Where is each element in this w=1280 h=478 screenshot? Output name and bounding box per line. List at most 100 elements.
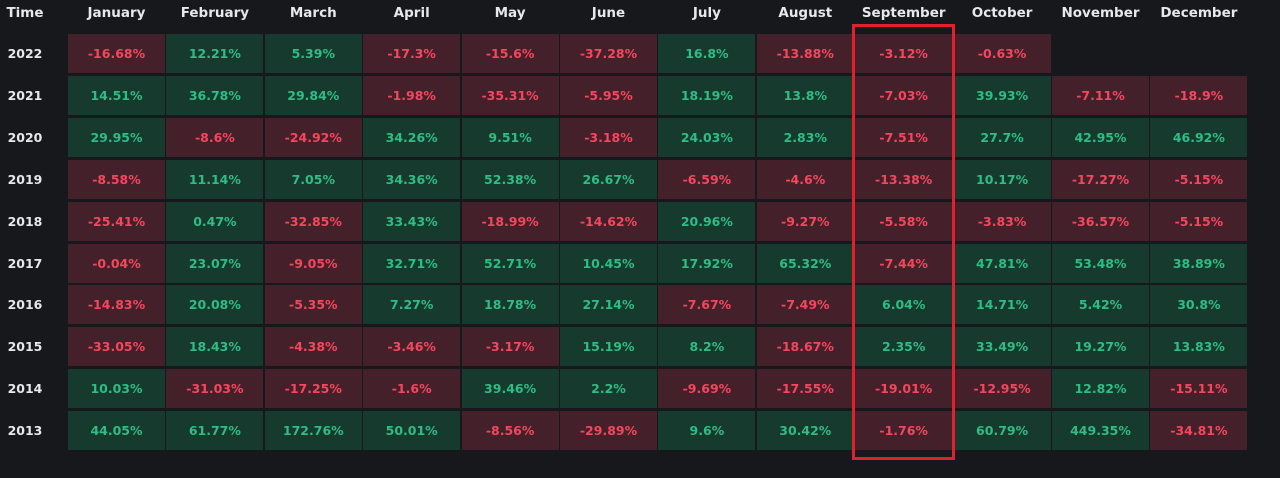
cell-2017-may: 52.71%	[461, 243, 559, 283]
cell-2022-june: -37.28%	[560, 34, 657, 73]
cell-2019-march: 7.05%	[264, 159, 362, 199]
cell-2014-march: -17.25%	[264, 369, 362, 409]
cell-2021-january: 14.51%	[68, 75, 165, 115]
cell-2013-april: 50.01%	[363, 411, 461, 451]
cell-2016-july: -7.67%	[658, 285, 756, 325]
cell-2017-february: 23.07%	[166, 243, 264, 283]
header-july: July	[692, 5, 721, 21]
cell-2020-december: 46.92%	[1150, 117, 1248, 157]
cell-2020-october: 27.7%	[953, 117, 1051, 157]
cell-2013-october: 60.79%	[953, 411, 1051, 451]
cell-2013-february: 61.77%	[166, 411, 264, 451]
cell-2015-october: 33.49%	[953, 327, 1051, 367]
cell-2020-april: 34.26%	[363, 117, 461, 157]
header-june: June	[591, 5, 626, 21]
header-november: November	[1061, 5, 1140, 21]
cell-2022-february: 12.21%	[166, 34, 264, 73]
year-label-2015: 2015	[7, 339, 43, 355]
cell-2022-august: -13.88%	[756, 34, 854, 73]
header-february: February	[180, 5, 250, 21]
cell-2020-march: -24.92%	[264, 117, 362, 157]
year-label-2019: 2019	[7, 171, 43, 187]
cell-2014-may: 39.46%	[461, 369, 559, 409]
cell-2018-april: 33.43%	[363, 201, 461, 241]
cell-2021-october: 39.93%	[953, 75, 1051, 115]
cell-2019-september: -13.38%	[855, 159, 953, 199]
year-label-2014: 2014	[7, 381, 43, 397]
cell-2019-december: -5.15%	[1150, 159, 1248, 199]
cell-2016-may: 18.78%	[461, 285, 559, 325]
cell-2018-october: -3.83%	[953, 201, 1051, 241]
cell-2017-october: 47.81%	[953, 243, 1051, 283]
header-january: January	[87, 5, 146, 21]
cell-2014-august: -17.55%	[756, 369, 854, 409]
header-september: September	[861, 5, 946, 21]
cell-2022-march: 5.39%	[264, 34, 362, 73]
cell-2015-april: -3.46%	[363, 327, 461, 367]
cell-2017-december: 38.89%	[1150, 243, 1248, 283]
cell-2021-july: 18.19%	[658, 75, 756, 115]
cell-2022-october: -0.63%	[953, 34, 1051, 73]
cell-2016-december: 30.8%	[1150, 285, 1248, 325]
year-label-2017: 2017	[7, 255, 43, 271]
cell-2016-october: 14.71%	[953, 285, 1051, 325]
cell-2021-may: -35.31%	[461, 75, 559, 115]
cell-2015-july: 8.2%	[658, 327, 756, 367]
cell-2014-october: -12.95%	[953, 369, 1051, 409]
cell-2015-june: 15.19%	[560, 327, 657, 367]
cell-2020-july: 24.03%	[658, 117, 756, 157]
cell-2014-july: -9.69%	[658, 369, 756, 409]
cell-2014-june: 2.2%	[560, 369, 657, 409]
cell-2019-june: 26.67%	[560, 159, 657, 199]
cell-2021-december: -18.9%	[1150, 75, 1248, 115]
cell-2018-november: -36.57%	[1052, 201, 1149, 241]
cell-2022-january: -16.68%	[68, 34, 165, 73]
cell-2021-june: -5.95%	[560, 75, 657, 115]
cell-2019-april: 34.36%	[363, 159, 461, 199]
cell-2021-november: -7.11%	[1052, 75, 1149, 115]
cell-2020-january: 29.95%	[68, 117, 165, 157]
cell-2013-march: 172.76%	[264, 411, 362, 451]
cell-2015-january: -33.05%	[68, 327, 165, 367]
cell-2019-october: 10.17%	[953, 159, 1051, 199]
cell-2016-february: 20.08%	[166, 285, 264, 325]
cell-2013-december: -34.81%	[1150, 411, 1248, 451]
cell-2022-september: -3.12%	[855, 34, 953, 73]
year-label-2013: 2013	[7, 423, 43, 439]
cell-2018-march: -32.85%	[264, 201, 362, 241]
cell-2014-september: -19.01%	[855, 369, 953, 409]
cell-2022-april: -17.3%	[363, 34, 461, 73]
cell-2014-november: 12.82%	[1052, 369, 1149, 409]
header-time: Time	[6, 5, 44, 21]
cell-2018-may: -18.99%	[461, 201, 559, 241]
cell-2013-november: 449.35%	[1052, 411, 1149, 451]
cell-2013-june: -29.89%	[560, 411, 657, 451]
cell-2016-april: 7.27%	[363, 285, 461, 325]
cell-2017-august: 65.32%	[756, 243, 854, 283]
year-label-2018: 2018	[7, 213, 43, 229]
cell-2016-march: -5.35%	[264, 285, 362, 325]
year-label-2016: 2016	[7, 297, 43, 313]
cell-2018-january: -25.41%	[68, 201, 165, 241]
cell-2018-june: -14.62%	[560, 201, 657, 241]
cell-2015-december: 13.83%	[1150, 327, 1248, 367]
cell-2018-february: 0.47%	[166, 201, 264, 241]
cell-2017-march: -9.05%	[264, 243, 362, 283]
cell-2013-january: 44.05%	[68, 411, 165, 451]
cell-2020-september: -7.51%	[855, 117, 953, 157]
cell-2013-august: 30.42%	[756, 411, 854, 451]
cell-2020-february: -8.6%	[166, 117, 264, 157]
cell-2018-september: -5.58%	[855, 201, 953, 241]
cell-2019-may: 52.38%	[461, 159, 559, 199]
cell-2020-june: -3.18%	[560, 117, 657, 157]
cell-2013-may: -8.56%	[461, 411, 559, 451]
cell-2022-may: -15.6%	[461, 34, 559, 73]
header-april: April	[393, 5, 430, 21]
cell-2020-may: 9.51%	[461, 117, 559, 157]
cell-2021-march: 29.84%	[264, 75, 362, 115]
cell-2021-september: -7.03%	[855, 75, 953, 115]
cell-2017-january: -0.04%	[68, 243, 165, 283]
cell-2019-november: -17.27%	[1052, 159, 1149, 199]
cell-2016-november: 5.42%	[1052, 285, 1149, 325]
cell-2021-august: 13.8%	[756, 75, 854, 115]
